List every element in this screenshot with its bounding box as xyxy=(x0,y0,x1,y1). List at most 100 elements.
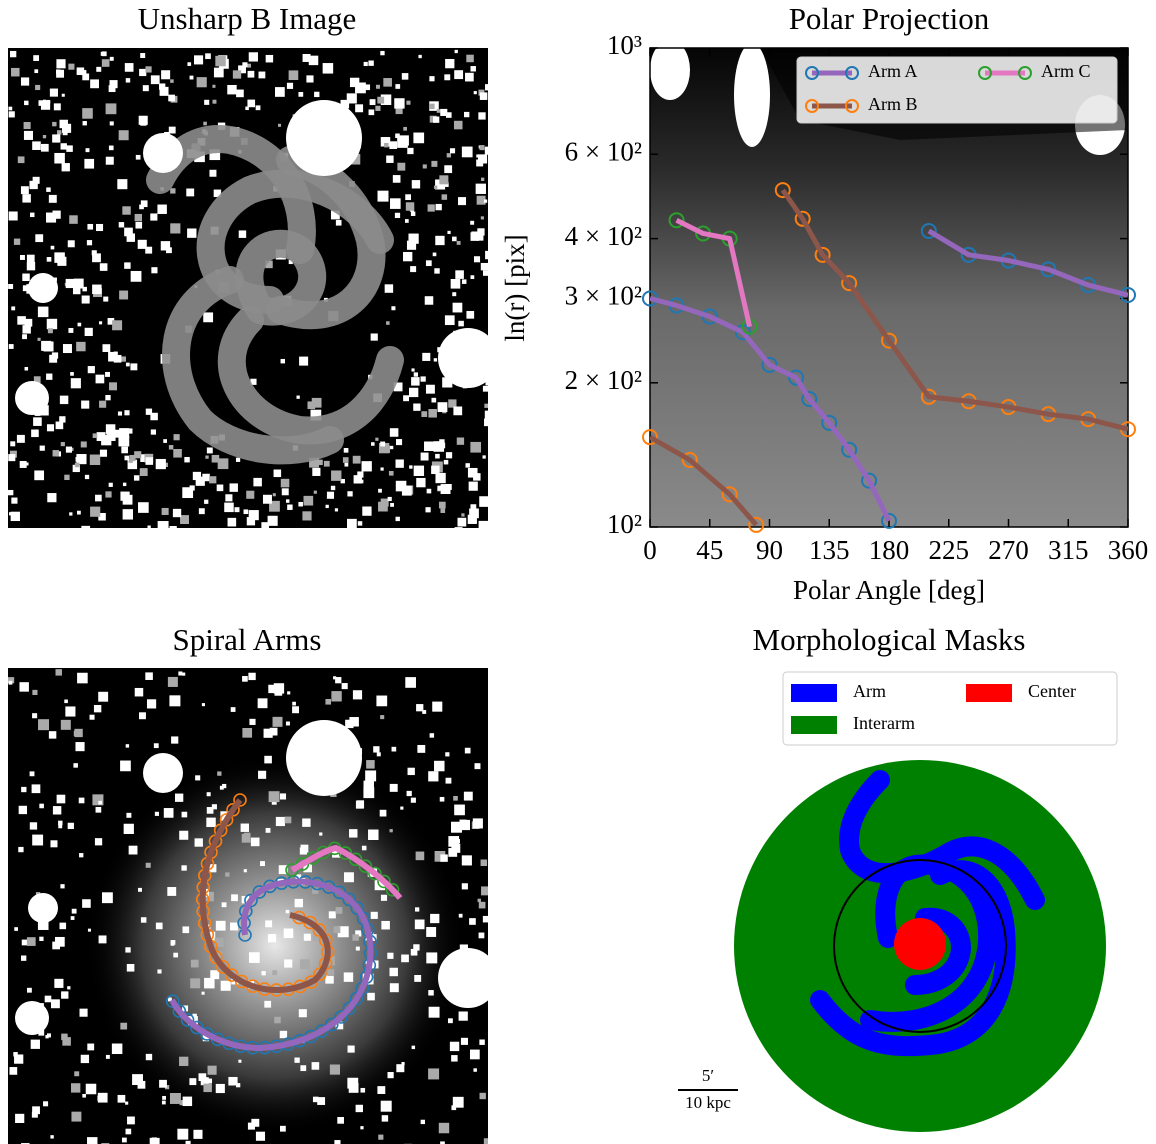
noise-pixel xyxy=(355,800,364,809)
noise-pixel xyxy=(145,457,154,465)
arm-fit xyxy=(290,844,403,900)
noise-pixel xyxy=(273,469,282,478)
noise-pixel xyxy=(242,676,248,682)
noise-pixel xyxy=(11,67,20,77)
noise-pixel xyxy=(211,454,220,463)
noise-pixel xyxy=(164,1085,170,1090)
noise-pixel xyxy=(167,997,172,1002)
noise-pixel xyxy=(40,100,51,110)
noise-pixel xyxy=(420,452,429,461)
noise-pixel xyxy=(403,126,407,131)
data-point xyxy=(881,512,897,529)
noise-pixel xyxy=(146,699,157,709)
noise-pixel xyxy=(35,234,44,243)
arm-point xyxy=(342,892,356,907)
noise-pixel xyxy=(480,216,484,220)
noise-pixel xyxy=(406,790,412,797)
noise-pixel xyxy=(478,520,488,528)
noise-pixel xyxy=(411,377,420,386)
noise-pixel xyxy=(32,834,44,846)
noise-pixel xyxy=(403,251,413,262)
noise-pixel xyxy=(162,1095,166,1100)
noise-pixel xyxy=(401,1062,405,1066)
noise-pixel xyxy=(448,836,460,847)
noise-pixel xyxy=(139,712,146,720)
noise-pixel xyxy=(408,233,419,244)
noise-pixel xyxy=(20,77,30,86)
noise-pixel xyxy=(30,212,35,218)
data-point xyxy=(861,472,878,489)
noise-pixel xyxy=(59,395,69,405)
x-tick-label: 90 xyxy=(756,535,783,565)
noise-pixel xyxy=(64,474,70,481)
star-mask xyxy=(286,100,362,176)
noise-pixel xyxy=(417,744,426,753)
noise-pixel xyxy=(260,861,266,867)
noise-pixel xyxy=(303,933,311,941)
noise-pixel xyxy=(170,223,181,234)
noise-pixel xyxy=(8,106,13,111)
noise-pixel xyxy=(213,189,222,197)
noise-pixel xyxy=(33,55,40,61)
noise-pixel xyxy=(352,690,363,700)
noise-pixel xyxy=(443,182,449,187)
noise-pixel xyxy=(68,327,74,333)
noise-pixel xyxy=(370,333,378,341)
noise-pixel xyxy=(352,455,361,464)
y-tick-label: 2 × 10² xyxy=(565,365,642,395)
noise-pixel xyxy=(97,1092,108,1103)
noise-pixel xyxy=(111,1043,123,1055)
noise-pixel xyxy=(102,344,111,352)
noise-pixel xyxy=(373,746,380,753)
noise-pixel xyxy=(300,1065,307,1072)
noise-pixel xyxy=(29,822,38,830)
y-tick-label: 10³ xyxy=(607,30,642,60)
noise-pixel xyxy=(476,154,480,158)
noise-pixel xyxy=(232,70,242,79)
noise-pixel xyxy=(127,1116,135,1125)
noise-pixel xyxy=(204,977,215,989)
noise-pixel xyxy=(265,54,274,63)
noise-pixel xyxy=(73,763,78,768)
noise-pixel xyxy=(154,811,159,816)
noise-pixel xyxy=(18,805,28,815)
arm-point xyxy=(180,1013,195,1027)
noise-pixel xyxy=(189,75,194,80)
legend-box xyxy=(796,56,1118,124)
noise-pixel xyxy=(413,465,425,476)
data-point xyxy=(881,332,897,349)
noise-pixel xyxy=(464,111,470,118)
noise-pixel xyxy=(87,366,95,374)
noise-pixel xyxy=(355,82,366,94)
noise-pixel xyxy=(242,728,253,738)
noise-pixel xyxy=(221,902,227,908)
data-point xyxy=(668,212,685,229)
legend-label: Arm xyxy=(853,681,886,701)
noise-pixel xyxy=(31,429,39,438)
noise-pixel xyxy=(333,676,337,680)
noise-pixel xyxy=(485,84,488,91)
data-point xyxy=(761,356,778,373)
noise-pixel xyxy=(112,320,123,331)
noise-pixel xyxy=(134,687,144,697)
noise-pixel xyxy=(456,240,461,245)
noise-pixel xyxy=(133,475,140,481)
noise-pixel xyxy=(312,467,321,476)
noise-pixel xyxy=(319,832,323,836)
data-point xyxy=(801,391,818,408)
noise-pixel xyxy=(10,441,16,447)
noise-pixel xyxy=(475,183,486,194)
noise-pixel xyxy=(480,859,488,867)
noise-pixel xyxy=(161,70,171,80)
noise-pixel xyxy=(440,1141,445,1144)
noise-pixel xyxy=(20,955,27,961)
noise-pixel xyxy=(476,195,486,205)
legend-swatch xyxy=(966,684,1012,702)
noise-pixel xyxy=(416,477,426,488)
star-mask xyxy=(15,381,49,415)
noise-pixel xyxy=(119,290,129,300)
arm-point xyxy=(313,967,327,981)
noise-pixel xyxy=(437,485,443,491)
noise-pixel xyxy=(465,463,470,468)
noise-pixel xyxy=(22,285,29,292)
